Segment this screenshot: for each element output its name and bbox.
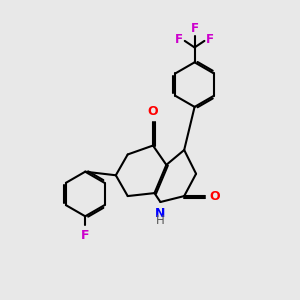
Text: F: F [206,33,214,46]
Text: O: O [209,190,220,202]
Text: N: N [155,207,166,220]
Text: F: F [175,33,183,46]
Text: F: F [81,229,89,242]
Text: O: O [148,105,158,118]
Text: H: H [156,214,165,227]
Text: F: F [190,22,199,35]
